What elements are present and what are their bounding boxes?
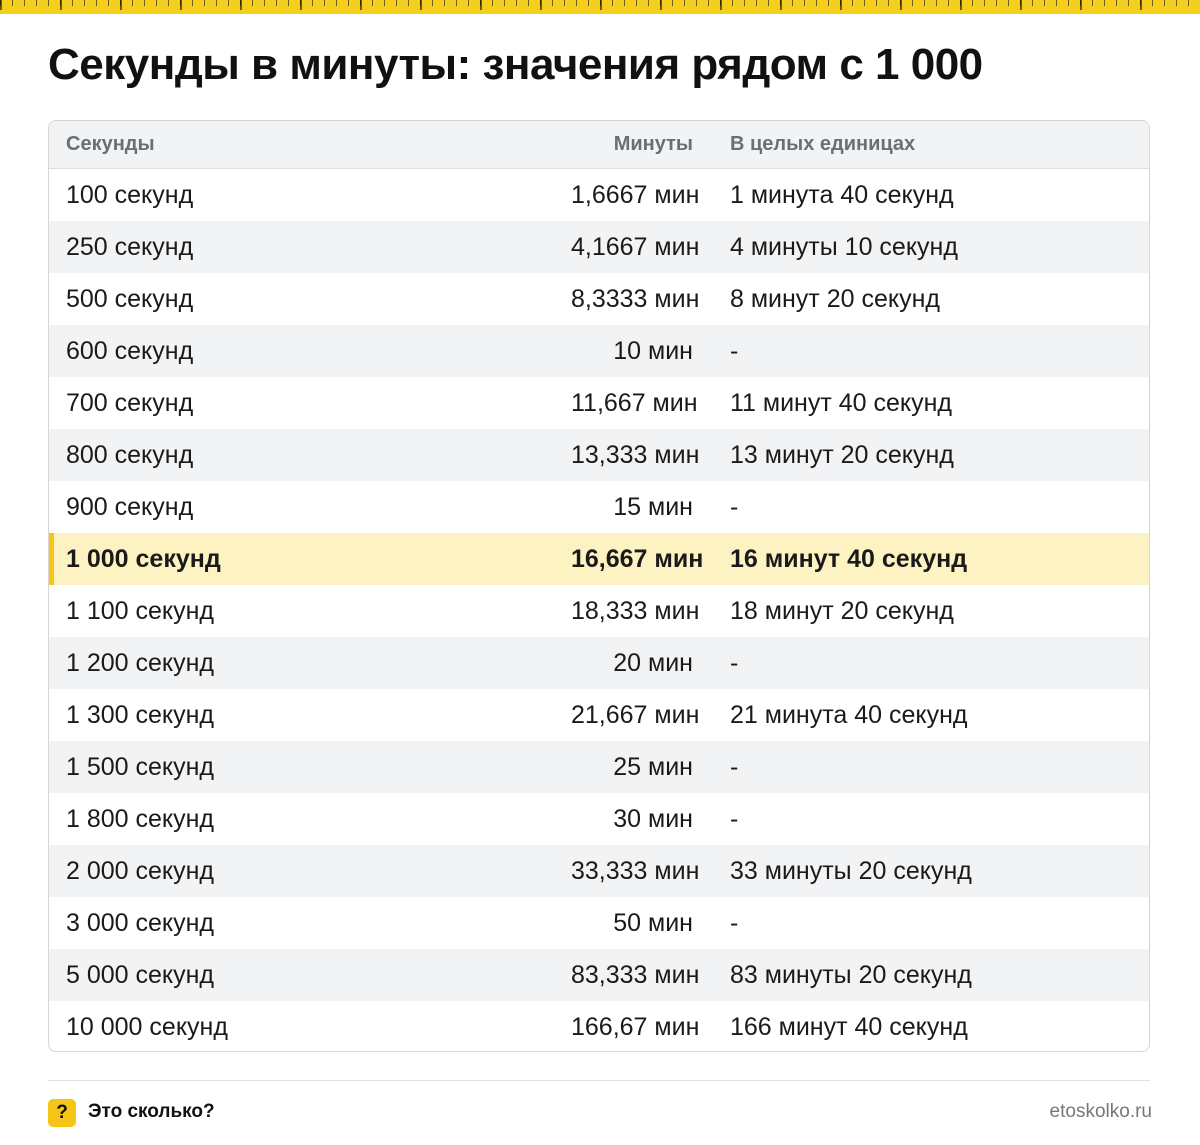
table-row: 3 000 секунд 50 мин - — [49, 897, 1149, 949]
table-body: 100 секунд 1,6667 мин 1 минута 40 секунд 25… — [49, 169, 1149, 1051]
cell-whole-units: 166 минут 40 секунд — [730, 1012, 968, 1041]
cell-seconds: 1 200 секунд — [66, 648, 215, 677]
table-row: 1 800 секунд 30 мин - — [49, 793, 1149, 845]
cell-seconds: 800 секунд — [66, 440, 194, 469]
cell-whole-units: - — [730, 336, 739, 365]
table-row: 2 000 секунд 33,333 мин 33 минуты 20 секун… — [49, 845, 1149, 897]
table-header: Секунды Минуты В целых единицах — [49, 121, 1149, 169]
cell-minutes: 83,333 мин — [571, 960, 700, 989]
cell-whole-units: 1 минута 40 секунд — [730, 180, 954, 209]
cell-minutes: 16,667 мин — [571, 544, 704, 573]
cell-minutes: 15 мин — [613, 492, 693, 521]
cell-whole-units: 21 минута 40 секунд — [730, 700, 968, 729]
ruler-decoration — [0, 0, 1200, 14]
cell-whole-units: 83 минуты 20 секунд — [730, 960, 972, 989]
conversion-table: Секунды Минуты В целых единицах 100 секу… — [48, 120, 1150, 1052]
table-row: 500 секунд 8,3333 мин 8 минут 20 секунд — [49, 273, 1149, 325]
cell-seconds: 3 000 секунд — [66, 908, 215, 937]
table-row: 700 секунд 11,667 мин 11 минут 40 секунд — [49, 377, 1149, 429]
cell-whole-units: 33 минуты 20 секунд — [730, 856, 972, 885]
cell-whole-units: - — [730, 908, 739, 937]
table-row: 100 секунд 1,6667 мин 1 минута 40 секунд — [49, 169, 1149, 221]
table-row: 250 секунд 4,1667 мин 4 минуты 10 секунд — [49, 221, 1149, 273]
cell-seconds: 1 000 секунд — [66, 544, 221, 573]
cell-seconds: 700 секунд — [66, 388, 194, 417]
header-minutes: Минуты — [613, 133, 693, 155]
table-row-highlighted: 1 000 секунд 16,667 мин 16 минут 40 секунд — [49, 533, 1149, 585]
cell-whole-units: 18 минут 20 секунд — [730, 596, 954, 625]
cell-whole-units: - — [730, 492, 739, 521]
question-mark-icon: ? — [48, 1099, 76, 1127]
cell-minutes: 18,333 мин — [571, 596, 700, 625]
table-row: 1 100 секунд 18,333 мин 18 минут 20 секунд — [49, 585, 1149, 637]
cell-whole-units: 16 минут 40 секунд — [730, 544, 968, 573]
cell-seconds: 2 000 секунд — [66, 856, 215, 885]
cell-minutes: 20 мин — [613, 648, 693, 677]
cell-whole-units: - — [730, 804, 739, 833]
table-row: 10 000 секунд 166,67 мин 166 минут 40 секу… — [49, 1001, 1149, 1051]
cell-minutes: 30 мин — [613, 804, 693, 833]
cell-seconds: 5 000 секунд — [66, 960, 215, 989]
cell-minutes: 11,667 мин — [571, 388, 698, 417]
table-row: 900 секунд 15 мин - — [49, 481, 1149, 533]
cell-seconds: 900 секунд — [66, 492, 194, 521]
footer-divider — [48, 1080, 1150, 1081]
cell-seconds: 1 500 секунд — [66, 752, 215, 781]
cell-whole-units: 4 минуты 10 секунд — [730, 232, 958, 261]
cell-seconds: 1 800 секунд — [66, 804, 215, 833]
table-row: 1 200 секунд 20 мин - — [49, 637, 1149, 689]
brand-name: Это сколько? — [88, 1101, 215, 1122]
cell-minutes: 8,3333 мин — [571, 284, 700, 313]
table-row: 800 секунд 13,333 мин 13 минут 20 секунд — [49, 429, 1149, 481]
cell-seconds: 1 100 секунд — [66, 596, 215, 625]
cell-whole-units: - — [730, 752, 739, 781]
cell-seconds: 500 секунд — [66, 284, 194, 313]
cell-whole-units: 11 минут 40 секунд — [730, 388, 953, 417]
header-seconds: Секунды — [66, 133, 155, 155]
table-row: 5 000 секунд 83,333 мин 83 минуты 20 секун… — [49, 949, 1149, 1001]
header-whole-units: В целых единицах — [730, 133, 916, 155]
cell-seconds: 100 секунд — [66, 180, 194, 209]
cell-whole-units: 8 минут 20 секунд — [730, 284, 940, 313]
table-row: 1 300 секунд 21,667 мин 21 минута 40 секун… — [49, 689, 1149, 741]
cell-seconds: 250 секунд — [66, 232, 194, 261]
cell-minutes: 10 мин — [613, 336, 693, 365]
cell-minutes: 33,333 мин — [571, 856, 700, 885]
cell-minutes: 166,67 мин — [571, 1012, 700, 1041]
cell-whole-units: - — [730, 648, 739, 677]
table-row: 600 секунд 10 мин - — [49, 325, 1149, 377]
cell-minutes: 13,333 мин — [571, 440, 700, 469]
cell-seconds: 10 000 секунд — [66, 1012, 228, 1041]
cell-seconds: 1 300 секунд — [66, 700, 215, 729]
cell-whole-units: 13 минут 20 секунд — [730, 440, 954, 469]
cell-minutes: 4,1667 мин — [571, 232, 700, 261]
cell-seconds: 600 секунд — [66, 336, 194, 365]
cell-minutes: 21,667 мин — [571, 700, 700, 729]
table-row: 1 500 секунд 25 мин - — [49, 741, 1149, 793]
page-title: Секунды в минуты: значения рядом с 1 000 — [48, 40, 983, 89]
site-url: etoskolko.ru — [1049, 1101, 1152, 1122]
cell-minutes: 25 мин — [613, 752, 693, 781]
cell-minutes: 50 мин — [613, 908, 693, 937]
cell-minutes: 1,6667 мин — [571, 180, 700, 209]
